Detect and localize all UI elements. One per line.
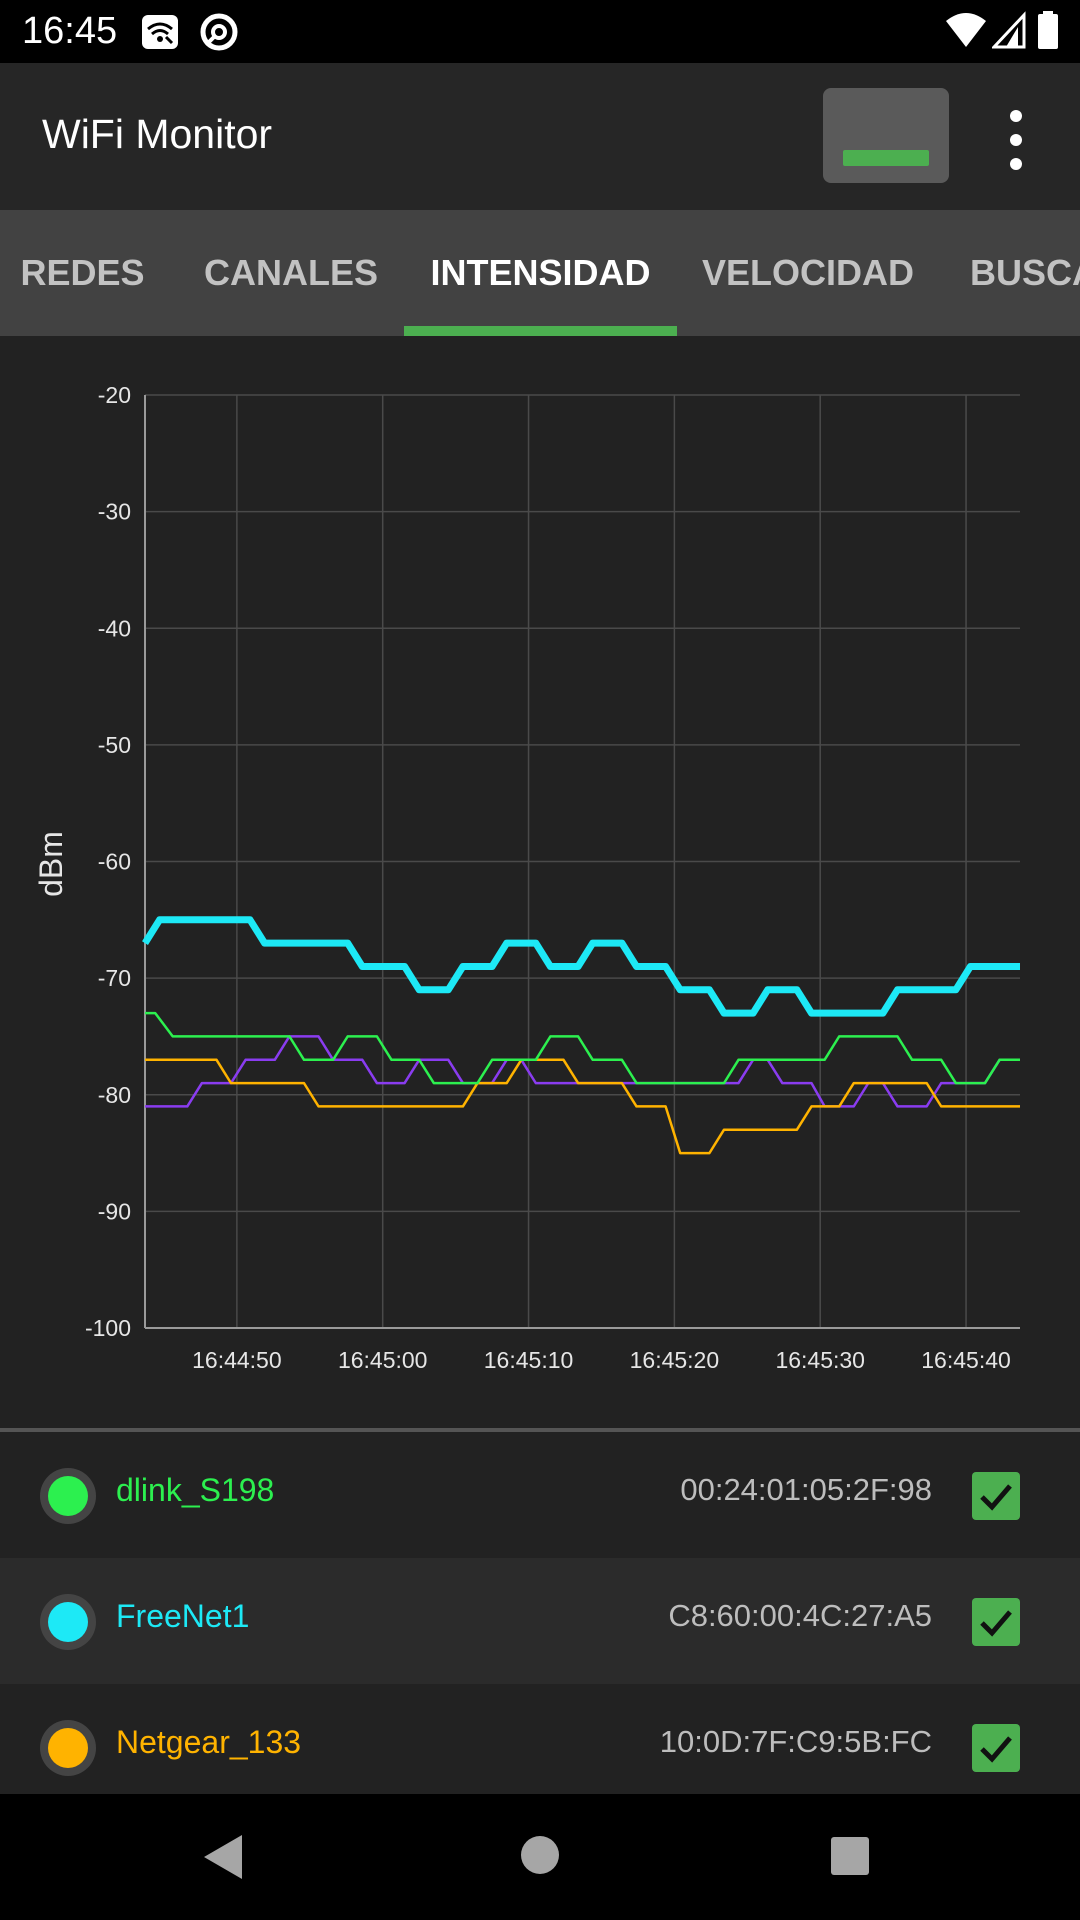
y-tick-label: -70 [98, 965, 131, 991]
network-checkbox-checked-icon[interactable] [972, 1598, 1020, 1646]
toggle-indicator [843, 150, 929, 166]
tab-velocidad[interactable]: VELOCIDAD [701, 252, 914, 293]
network-checkbox-checked-icon[interactable] [972, 1724, 1020, 1772]
color-dot [48, 1602, 88, 1642]
tab-canales[interactable]: CANALES [203, 252, 378, 293]
battery-icon [1038, 11, 1058, 49]
scan-toggle-button[interactable] [823, 88, 949, 183]
chart-divider [0, 1428, 1080, 1432]
network-row-netgear[interactable]: Netgear_133 10:0D:7F:C9:5B:FC [0, 1684, 1080, 1794]
series-line-freenet1 [142, 916, 1020, 1017]
network-name: dlink_S198 [116, 1472, 275, 1508]
wifi-settings-icon [142, 15, 178, 49]
y-tick-label: -90 [98, 1198, 131, 1224]
y-tick-label: -60 [98, 849, 131, 875]
network-name: Netgear_133 [116, 1724, 302, 1760]
network-name: FreeNet1 [116, 1598, 250, 1634]
data-saver-icon [200, 13, 238, 51]
y-tick-label: -20 [98, 382, 131, 408]
y-tick-label: -30 [98, 499, 131, 525]
network-row-freenet[interactable]: FreeNet1 C8:60:00:4C:27:A5 [0, 1558, 1080, 1684]
back-icon[interactable] [200, 1832, 248, 1882]
network-checkbox-checked-icon[interactable] [972, 1472, 1020, 1520]
x-tick-label: 16:45:00 [338, 1347, 428, 1373]
y-axis-title: dBm [33, 831, 69, 897]
series-line-unnamed [145, 1035, 1020, 1108]
network-row-dlink[interactable]: dlink_S198 00:24:01:05:2F:98 [0, 1432, 1080, 1558]
network-mac: 10:0D:7F:C9:5B:FC [659, 1724, 932, 1759]
color-dot-ring [40, 1720, 96, 1776]
x-tick-label: 16:45:30 [775, 1347, 865, 1373]
recents-icon[interactable] [830, 1836, 870, 1876]
chart-svg: -20 -30 -40 -50 -60 -70 -80 -90 -100 16:44:50 16:4… [33, 382, 1020, 1373]
cell-signal-icon [992, 11, 1026, 49]
tab-intensidad[interactable]: INTENSIDAD [430, 252, 651, 293]
wifi-signal-icon [946, 13, 986, 47]
status-time: 16:45 [22, 10, 118, 52]
color-dot [48, 1476, 88, 1516]
y-tick-label: -80 [98, 1082, 131, 1108]
status-bar: 16:45 [0, 0, 1080, 63]
color-dot-ring [40, 1594, 96, 1650]
y-tick-label: -40 [98, 615, 131, 641]
x-tick-label: 16:45:40 [921, 1347, 1011, 1373]
app-title: WiFi Monitor [42, 111, 273, 157]
color-dot [48, 1728, 88, 1768]
home-icon[interactable] [519, 1834, 561, 1876]
network-list: dlink_S198 00:24:01:05:2F:98 FreeNet1 C8… [0, 1432, 1080, 1794]
series-line-dlink-s198 [145, 1011, 1020, 1085]
x-tick-label: 16:44:50 [192, 1347, 282, 1373]
tab-redes[interactable]: REDES [20, 252, 145, 293]
tab-bar: REDES CANALES INTENSIDAD VELOCIDAD BUSCA [0, 210, 1080, 336]
tab-indicator [404, 326, 677, 336]
app-bar: WiFi Monitor [0, 63, 1080, 210]
overflow-menu-icon[interactable] [994, 108, 1040, 172]
y-tick-label: -100 [85, 1315, 131, 1341]
tab-busca[interactable]: BUSCA [970, 252, 1080, 293]
y-tick-label: -50 [98, 732, 131, 758]
signal-chart: -20 -30 -40 -50 -60 -70 -80 -90 -100 16:44:50 16:4… [0, 336, 1080, 1431]
network-mac: 00:24:01:05:2F:98 [680, 1472, 932, 1507]
series-line-netgear-133 [145, 1058, 1020, 1155]
navigation-bar [0, 1794, 1080, 1920]
x-tick-label: 16:45:20 [630, 1347, 720, 1373]
color-dot-ring [40, 1468, 96, 1524]
network-mac: C8:60:00:4C:27:A5 [668, 1598, 932, 1633]
x-tick-label: 16:45:10 [484, 1347, 574, 1373]
